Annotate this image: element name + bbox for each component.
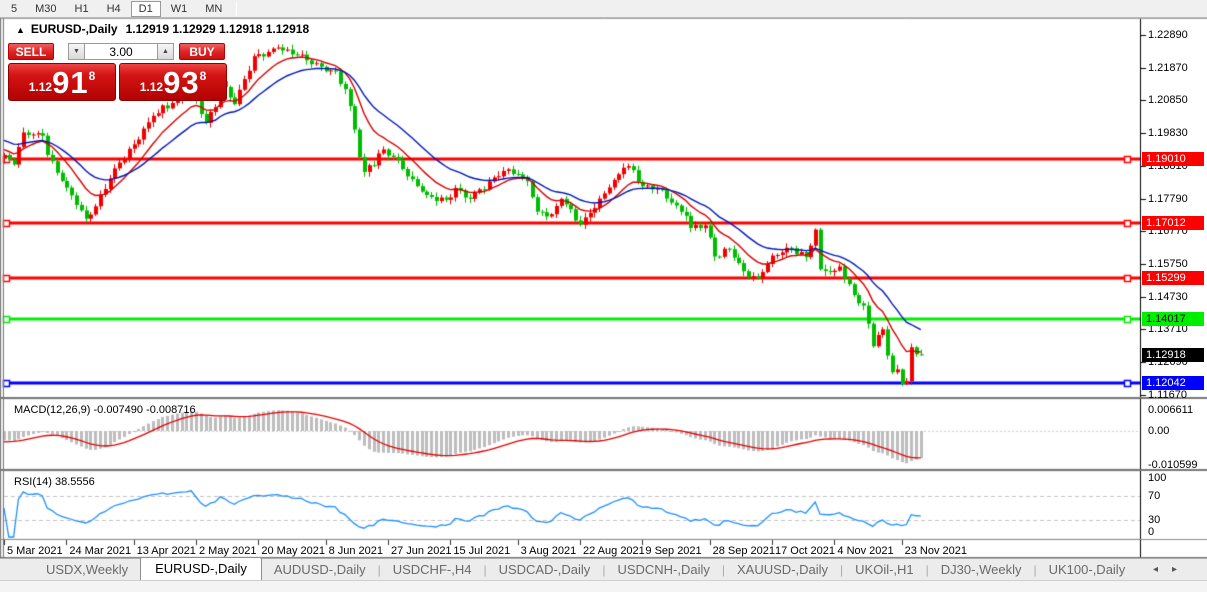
tab-dj30-weekly[interactable]: DJ30-,Weekly (940, 562, 1022, 577)
symbol-tab-bar: USDX,Weekly EURUSD-,Daily AUDUSD-,Daily | US… (0, 557, 1207, 580)
chart-title: ▲ EURUSD-,Daily 1.12919 1.12929 1.12918 1.… (16, 22, 309, 36)
tab-scroll-left-icon[interactable]: ◂ (1152, 564, 1172, 575)
buy-button[interactable]: BUY (179, 43, 225, 60)
price-axis-tick: 1.14730 (1148, 290, 1188, 303)
timeframe-button-5[interactable]: 5 (11, 2, 18, 15)
timeframe-button-h1[interactable]: H1 (74, 2, 89, 15)
timeframe-button-d1[interactable]: D1 (130, 0, 161, 17)
timeframe-button-mn[interactable]: MN (205, 2, 223, 15)
collapse-icon[interactable]: ▲ (16, 25, 25, 35)
tab-xauusd-daily[interactable]: XAUUSD-,Daily (737, 562, 829, 577)
price-axis-tick: 1.21870 (1148, 61, 1188, 74)
tab-separator: | (721, 563, 726, 577)
tab-separator: | (602, 563, 606, 577)
volume-input[interactable] (85, 43, 157, 60)
date-axis-label: 8 Jun 2021 (328, 545, 384, 557)
sell-price-pip: 8 (88, 69, 96, 83)
price-axis-tick: 1.20850 (1148, 94, 1188, 107)
buy-price-panel[interactable]: 1.12 93 8 (119, 63, 227, 101)
chevron-up-icon: ▲ (162, 48, 169, 55)
status-bar (0, 580, 1207, 592)
rsi-name: RSI(14) (14, 476, 52, 488)
sell-price-prefix: 1.12 (28, 80, 53, 94)
rsi-label: RSI(14) 38.5556 (14, 476, 95, 488)
tab-audusd-daily[interactable]: AUDUSD-,Daily (273, 562, 366, 577)
chart-symbol-label: EURUSD-,Daily (30, 22, 118, 36)
tab-scroll-arrows[interactable]: ◂▸ (1153, 564, 1191, 575)
tab-usdchf-h4[interactable]: USDCHF-,H4 (392, 562, 472, 577)
macd-axis-tick: 0.00 (1148, 425, 1170, 437)
date-axis-label: 28 Sep 2021 (712, 545, 775, 557)
date-axis-label: 5 Mar 2021 (7, 545, 63, 557)
date-axis-label: 9 Sep 2021 (645, 545, 702, 557)
tab-separator: | (840, 563, 844, 577)
timeframe-toolbar: 5 M30 H1 H4 D1 W1 MN (0, 0, 1207, 18)
date-axis-label: 4 Nov 2021 (837, 545, 894, 557)
volume-decrease-button[interactable]: ▼ (68, 43, 85, 60)
price-axis-tick: 1.17790 (1148, 192, 1188, 205)
toolbar-separator (236, 1, 238, 16)
date-axis-label: 24 Mar 2021 (69, 545, 132, 557)
date-axis-label: 15 Jul 2021 (453, 545, 511, 557)
price-axis-tick: 1.11670 (1148, 388, 1187, 401)
chevron-down-icon: ▼ (73, 48, 80, 55)
timeframe-button-h4[interactable]: H4 (106, 2, 121, 15)
date-axis-label: 22 Aug 2021 (583, 545, 645, 557)
tab-usdcad-daily[interactable]: USDCAD-,Daily (498, 562, 591, 577)
one-click-trade-widget: SELL ▼ ▲ BUY 1.12 91 8 1.12 93 8 (8, 43, 228, 101)
price-axis-badge-1.14017: 1.14017 (1142, 312, 1204, 327)
date-axis-label: 27 Jun 2021 (391, 545, 452, 557)
tab-usdcnh-daily[interactable]: USDCNH-,Daily (617, 562, 710, 577)
price-axis-tick: 1.15750 (1148, 257, 1188, 270)
chart-ohlc-quote: 1.12919 1.12929 1.12918 1.12918 (125, 22, 310, 36)
date-axis-label: 20 May 2021 (261, 545, 325, 557)
tab-ukoil-h1[interactable]: UKOil-,H1 (855, 562, 914, 577)
date-axis-label: 2 May 2021 (199, 545, 257, 557)
date-axis-label: 23 Nov 2021 (904, 545, 967, 557)
price-axis-badge-1.12918: 1.12918 (1142, 347, 1204, 362)
price-axis-badge-1.17012: 1.17012 (1142, 216, 1204, 231)
tab-separator: | (377, 563, 381, 577)
date-axis-label: 13 Apr 2021 (136, 545, 196, 557)
tab-scroll-right-icon[interactable]: ▸ (1171, 564, 1191, 575)
rsi-axis-tick: 0 (1148, 526, 1155, 538)
macd-axis-tick: 0.006611 (1148, 403, 1194, 416)
volume-increase-button[interactable]: ▲ (157, 43, 174, 60)
macd-name: MACD(12,26,9) (14, 404, 91, 416)
macd-label: MACD(12,26,9) -0.007490 -0.008716 (14, 404, 196, 416)
buy-price-pip: 8 (199, 69, 207, 83)
price-axis-badge-1.12042: 1.12042 (1142, 375, 1204, 390)
timeframe-button-m30[interactable]: M30 (35, 2, 57, 15)
price-axis-tick: 1.19830 (1148, 127, 1188, 140)
date-axis-label: 17 Oct 2021 (775, 545, 835, 557)
tab-separator: | (1033, 563, 1037, 577)
rsi-value: 38.5556 (54, 476, 95, 488)
tab-eurusd-daily[interactable]: EURUSD-,Daily (140, 557, 262, 580)
buy-price-prefix: 1.12 (139, 80, 164, 94)
buy-price-big: 93 (163, 65, 200, 100)
macd-axis-tick: -0.010599 (1148, 458, 1198, 471)
price-axis-badge-1.15299: 1.15299 (1142, 271, 1204, 286)
sell-price-panel[interactable]: 1.12 91 8 (8, 63, 116, 101)
tab-separator: | (483, 563, 487, 577)
macd-values: -0.007490 -0.008716 (93, 404, 196, 416)
date-axis-label: 3 Aug 2021 (520, 545, 577, 557)
tab-separator: | (925, 563, 929, 577)
price-axis-badge-1.19010: 1.19010 (1142, 152, 1204, 167)
sell-button[interactable]: SELL (8, 43, 54, 60)
tab-uk100-daily[interactable]: UK100-,Daily (1048, 562, 1126, 577)
sell-price-big: 91 (52, 65, 89, 100)
rsi-axis-tick: 30 (1148, 514, 1161, 526)
price-axis-tick: 1.22890 (1148, 29, 1188, 41)
rsi-axis-tick: 70 (1148, 490, 1161, 502)
rsi-axis-tick: 100 (1148, 472, 1167, 484)
timeframe-button-w1[interactable]: W1 (170, 2, 188, 15)
tab-usdx-weekly[interactable]: USDX,Weekly (46, 562, 129, 577)
